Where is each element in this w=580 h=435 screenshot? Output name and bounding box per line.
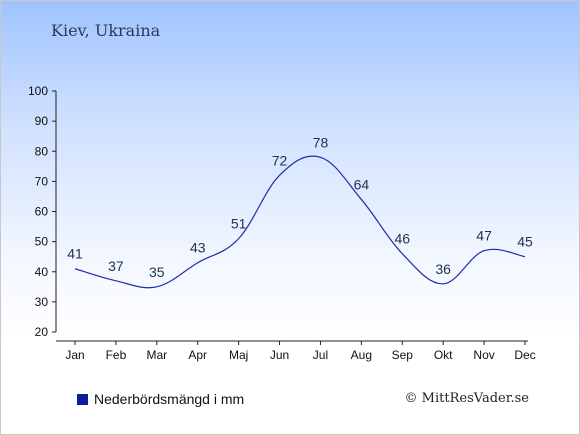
data-label: 45 [517,234,533,250]
precipitation-line [74,155,526,289]
data-label: 64 [354,176,370,192]
data-label: 78 [313,134,329,150]
y-tick-label: 100 [28,84,48,98]
data-label: 41 [67,246,83,262]
y-tick-label: 70 [35,174,49,188]
y-tick-label: 90 [35,114,49,128]
y-tick-label: 40 [35,265,49,279]
data-label: 35 [149,264,165,280]
x-tick-label: Jun [270,348,289,362]
data-label: 47 [476,228,492,244]
data-label: 46 [394,231,410,247]
y-tick-label: 20 [35,325,49,339]
x-tick-label: Nov [473,348,494,362]
chart-title: Kiev, Ukraina [51,21,161,40]
x-tick-label: Jul [313,348,328,362]
legend-label: Nederbördsmängd i mm [94,391,245,407]
x-tick-label: Maj [229,348,248,362]
data-label: 72 [272,152,288,168]
data-label: 51 [231,216,247,232]
data-label: 36 [435,261,451,277]
legend-swatch [77,393,88,405]
y-tick-label: 60 [35,205,49,219]
y-tick-label: 80 [35,144,49,158]
x-tick-label: Sep [392,348,414,362]
x-tick-label: Aug [351,348,372,362]
x-tick-label: Okt [434,348,453,362]
y-tick-label: 30 [35,295,49,309]
y-tick-label: 50 [35,235,49,249]
x-tick-label: Feb [106,348,127,362]
x-tick-label: Apr [188,348,207,362]
legend: Nederbördsmängd i mm [77,391,244,407]
x-tick-label: Dec [514,348,535,362]
data-label: 37 [108,258,124,274]
data-label: 43 [190,240,206,256]
x-tick-label: Mar [146,348,167,362]
x-tick-label: Jan [65,348,84,362]
site-credit: © MittResVader.se [404,391,529,406]
